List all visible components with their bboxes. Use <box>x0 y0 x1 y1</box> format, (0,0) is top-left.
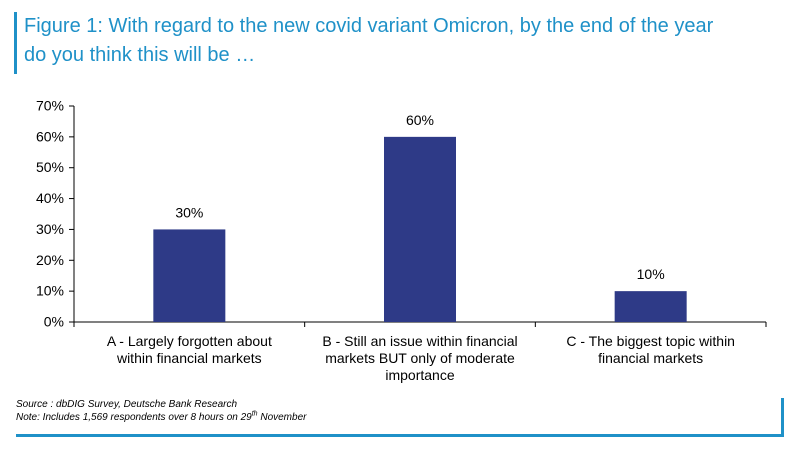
note-text: Note: Includes 1,569 respondents over 8 … <box>16 412 252 423</box>
chart-footer: Source : dbDIG Survey, Deutsche Bank Res… <box>16 398 306 424</box>
bars: 30% 60% 10% <box>153 112 687 322</box>
y-tick-label: 0% <box>44 314 64 330</box>
respondents-note: Note: Includes 1,569 respondents over 8 … <box>16 411 306 424</box>
x-category-label: B - Still an issue within financial marke… <box>322 333 517 383</box>
bar-value-label: 30% <box>175 204 203 220</box>
bar-chart: 0% 10% 20% 30% 40% 50% 60% 70% A - Largely forg… <box>36 98 767 383</box>
y-tick-label: 70% <box>36 98 64 114</box>
title-accent-bar <box>14 12 17 74</box>
y-tick-label: 30% <box>36 221 64 237</box>
x-category-label: A - Largely forgotten about within financ… <box>107 333 272 366</box>
bar <box>614 291 687 322</box>
footer-side-rule <box>781 398 784 437</box>
source-note: Source : dbDIG Survey, Deutsche Bank Res… <box>16 399 238 410</box>
y-tick-label: 60% <box>36 128 64 144</box>
x-category-label: C - The biggest topic within financial ma… <box>566 333 735 366</box>
y-tick-label: 40% <box>36 190 64 206</box>
y-axis: 0% 10% 20% 30% 40% 50% 60% 70% <box>36 98 75 330</box>
bar <box>384 136 456 322</box>
bar-value-label: 60% <box>406 112 434 128</box>
bar-value-label: 10% <box>637 266 665 282</box>
x-axis: A - Largely forgotten about within financ… <box>73 321 767 383</box>
footer-divider <box>16 434 784 437</box>
note-text-end: November <box>257 412 307 423</box>
y-tick-label: 10% <box>36 283 64 299</box>
note-superscript: th <box>251 410 258 418</box>
y-tick-label: 20% <box>36 252 64 268</box>
chart-title: Figure 1: With regard to the new covid v… <box>24 15 714 66</box>
bar <box>153 229 226 322</box>
y-tick-label: 50% <box>36 159 64 175</box>
